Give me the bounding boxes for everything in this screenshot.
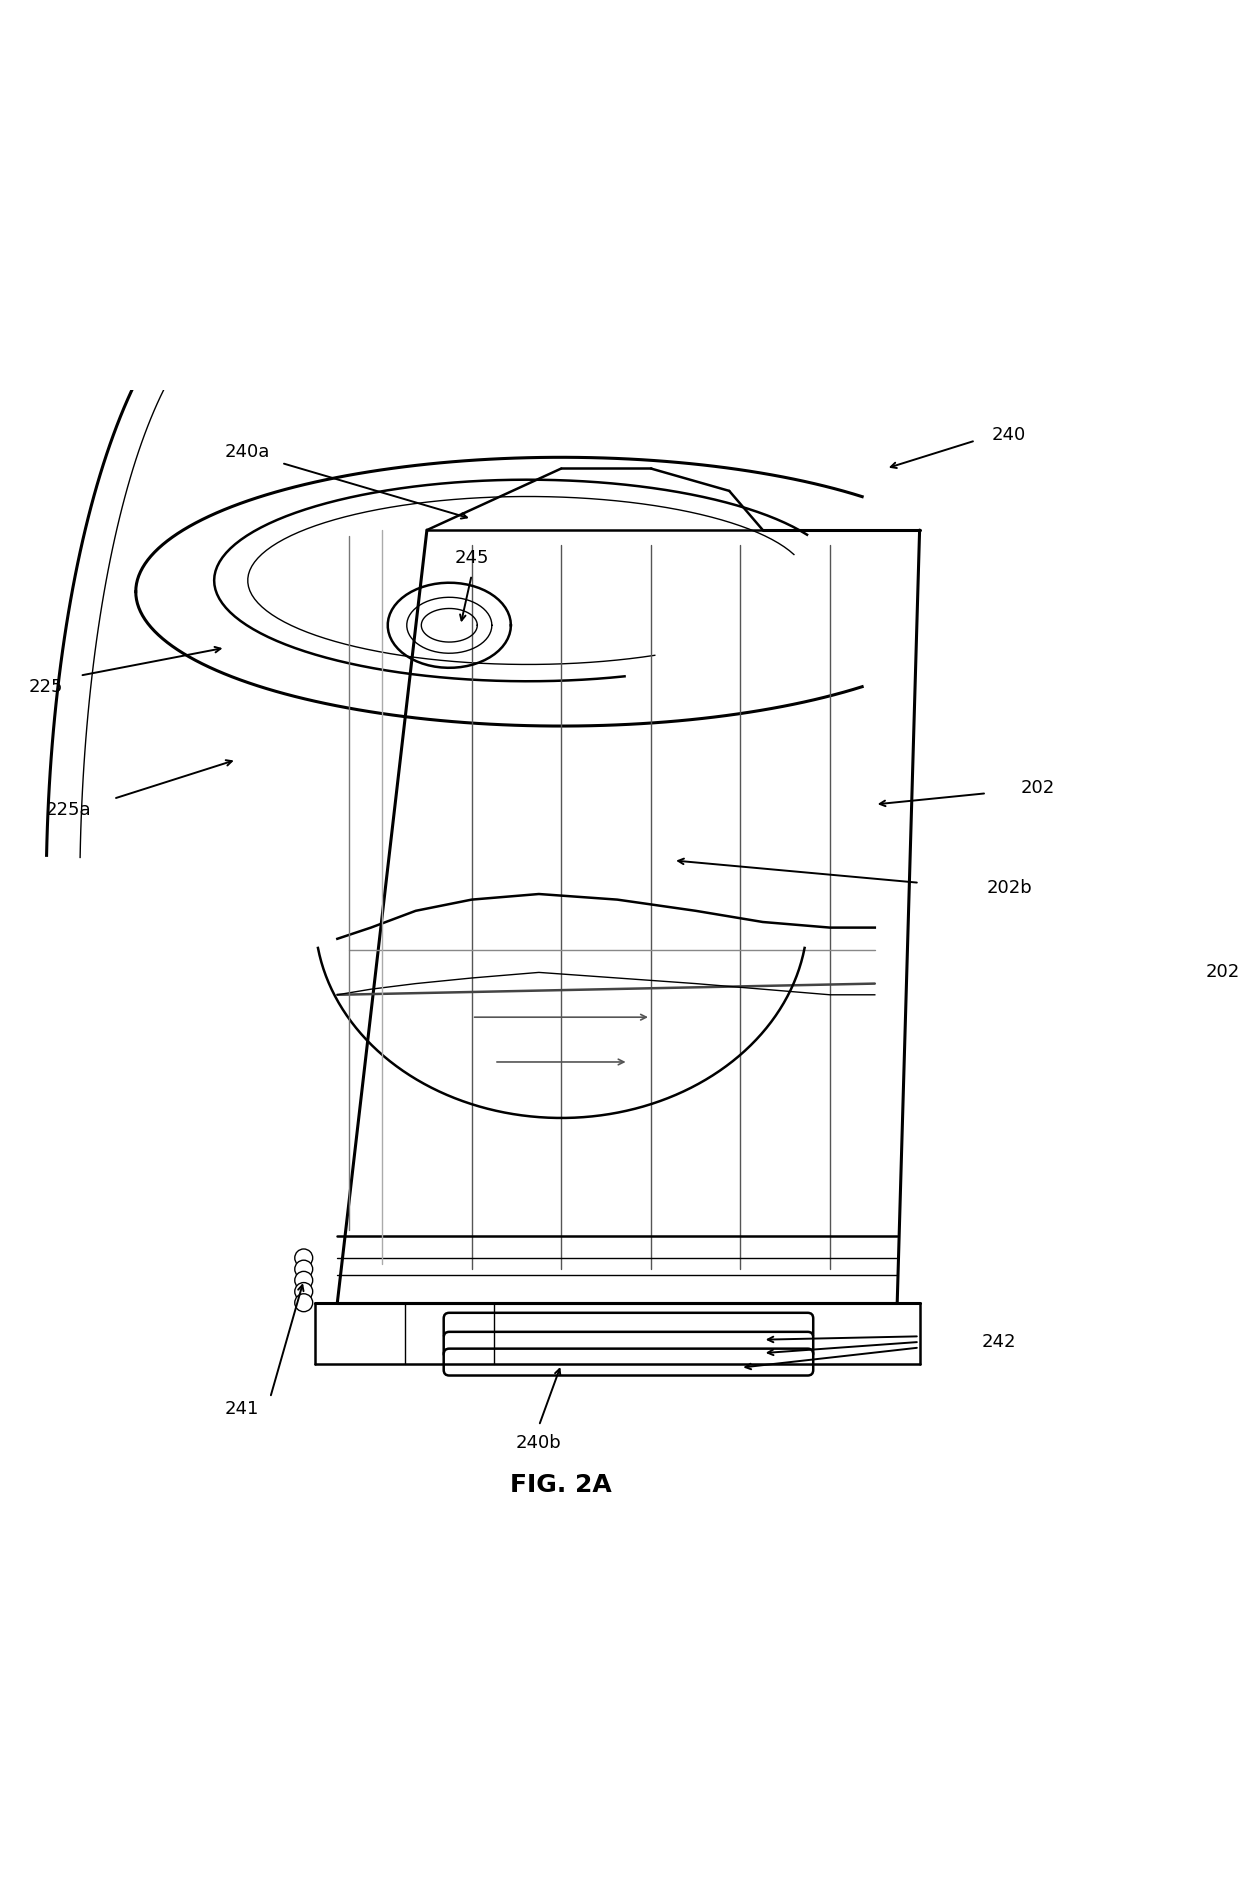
Text: 202a: 202a xyxy=(1205,963,1240,982)
Text: 225: 225 xyxy=(29,678,63,695)
FancyBboxPatch shape xyxy=(444,1349,813,1376)
Circle shape xyxy=(295,1260,312,1279)
Text: 241: 241 xyxy=(224,1400,259,1417)
Text: 240b: 240b xyxy=(516,1434,562,1452)
Text: 202: 202 xyxy=(1021,779,1055,796)
Circle shape xyxy=(295,1294,312,1311)
Text: 240: 240 xyxy=(992,426,1027,445)
Text: 225a: 225a xyxy=(46,802,92,819)
Text: 240a: 240a xyxy=(224,443,270,460)
Text: 202b: 202b xyxy=(987,880,1033,897)
FancyBboxPatch shape xyxy=(444,1332,813,1358)
Circle shape xyxy=(295,1282,312,1300)
Circle shape xyxy=(295,1271,312,1290)
Circle shape xyxy=(295,1248,312,1267)
Text: 242: 242 xyxy=(981,1334,1016,1351)
Text: 245: 245 xyxy=(454,549,489,566)
FancyBboxPatch shape xyxy=(444,1313,813,1340)
Text: FIG. 2A: FIG. 2A xyxy=(511,1472,613,1497)
